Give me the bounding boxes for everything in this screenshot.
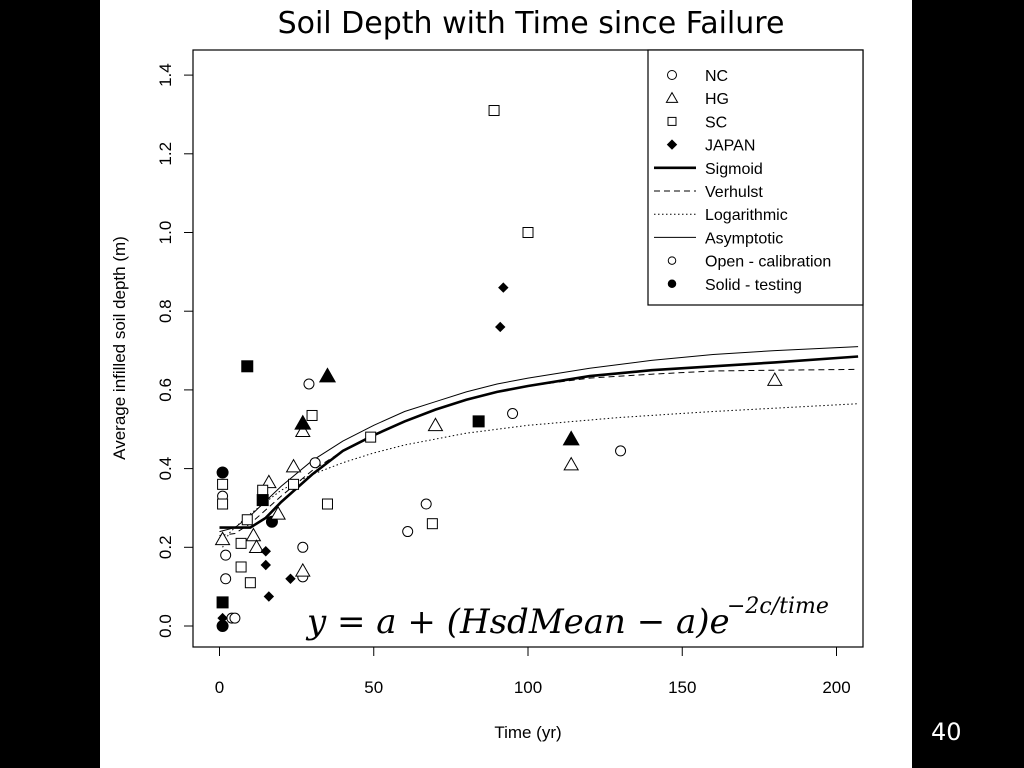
point-hg — [294, 423, 311, 437]
point-hg — [294, 414, 312, 430]
point-sc — [244, 577, 256, 589]
point-hg — [270, 505, 286, 520]
point-nc — [402, 526, 414, 538]
legend-label: Asymptotic — [705, 230, 783, 247]
point-nc — [220, 549, 232, 561]
point-sc — [241, 514, 253, 526]
point-nc — [297, 541, 309, 553]
point-hg — [563, 456, 580, 471]
legend-marker — [666, 139, 678, 150]
point-nc — [220, 573, 232, 585]
legend-marker — [665, 91, 679, 103]
y-axis: 0.0 0.2 0.4 0.6 0.8 1.0 1.2 1.4 — [156, 63, 194, 638]
y-tick-label: 0.6 — [156, 378, 175, 402]
point-japan — [217, 612, 228, 624]
legend-label: Logarithmic — [705, 207, 788, 224]
fit-curves — [219, 346, 859, 548]
point-sc — [306, 409, 318, 421]
point-sc — [365, 431, 377, 443]
x-axis: 0 50 100 150 200 — [215, 646, 851, 697]
point-hg — [245, 527, 262, 542]
point-sc — [288, 478, 300, 490]
point-hg — [294, 562, 311, 577]
point-sc — [256, 494, 269, 507]
point-nc — [615, 445, 627, 457]
curve-asymptotic — [219, 346, 859, 533]
point-sc — [235, 561, 247, 573]
legend: NC HG SC JAPAN Sigmoid Verhulst Logarithmic Asy… — [647, 49, 864, 306]
legend-marker — [667, 256, 677, 265]
legend-label: NC — [705, 68, 728, 85]
x-tick-label: 50 — [364, 678, 383, 697]
point-hg — [248, 539, 265, 554]
point-sc — [235, 537, 247, 549]
point-nc — [309, 457, 321, 469]
legend-label: Open - calibration — [705, 254, 831, 271]
y-axis-label: Average infilled soil depth (m) — [110, 236, 129, 460]
legend-box — [647, 49, 864, 306]
point-sc — [321, 498, 333, 510]
point-nc — [303, 378, 315, 390]
x-axis-label: Time (yr) — [494, 723, 561, 742]
curve-logarithmic — [222, 403, 859, 548]
point-hg — [562, 430, 580, 446]
point-japan — [498, 282, 509, 293]
point-nc — [216, 466, 229, 479]
x-tick-label: 200 — [822, 678, 850, 697]
point-sc — [217, 498, 229, 510]
point-nc — [507, 408, 519, 420]
point-sc — [472, 415, 485, 428]
legend-marker — [667, 279, 677, 289]
equation-main: y = a + (HsdMean − a)e — [305, 602, 730, 642]
y-tick-label: 0.4 — [156, 457, 175, 481]
slide-title: Soil Depth with Time since Failure — [277, 6, 785, 41]
data-points — [214, 105, 783, 632]
point-japan — [263, 591, 275, 602]
y-tick-label: 1.0 — [156, 221, 175, 245]
point-sc — [426, 518, 438, 530]
point-hg — [214, 531, 231, 546]
equation: y = a + (HsdMean − a)e −2c/time — [305, 594, 829, 642]
y-tick-label: 1.4 — [156, 63, 175, 87]
legend-label: Sigmoid — [705, 161, 763, 178]
legend-label: SC — [705, 114, 727, 131]
point-sc — [217, 478, 229, 490]
y-tick-label: 0.8 — [156, 299, 175, 323]
point-sc — [488, 105, 500, 117]
y-tick-label: 1.2 — [156, 142, 175, 166]
point-japan — [217, 618, 228, 630]
y-tick-label: 0.2 — [156, 535, 175, 559]
equation-exponent: −2c/time — [727, 594, 829, 619]
point-japan — [495, 321, 506, 333]
legend-marker — [667, 116, 677, 126]
point-nc — [420, 498, 432, 510]
point-hg — [427, 417, 444, 432]
point-japan — [260, 559, 271, 571]
point-hg — [260, 474, 277, 489]
legend-label: HG — [705, 91, 729, 108]
point-sc — [241, 360, 254, 373]
x-tick-label: 0 — [215, 678, 224, 697]
point-japan — [285, 573, 296, 584]
point-hg — [285, 458, 302, 473]
legend-label: Solid - testing — [705, 277, 802, 294]
point-hg — [766, 372, 783, 386]
point-sc — [216, 596, 229, 609]
point-sc — [522, 227, 534, 238]
curve-verhulst — [219, 368, 859, 536]
curve-sigmoid — [219, 355, 859, 529]
point-nc — [229, 612, 241, 624]
legend-label: Verhulst — [705, 184, 763, 201]
point-sc — [257, 484, 269, 496]
legend-label: JAPAN — [705, 138, 755, 155]
y-tick-label: 0.0 — [156, 614, 175, 638]
point-japan — [260, 546, 271, 557]
x-tick-label: 100 — [514, 678, 542, 697]
page-number: 40 — [931, 718, 962, 746]
point-hg — [318, 367, 337, 383]
x-tick-label: 150 — [668, 678, 696, 697]
legend-marker — [667, 70, 677, 80]
